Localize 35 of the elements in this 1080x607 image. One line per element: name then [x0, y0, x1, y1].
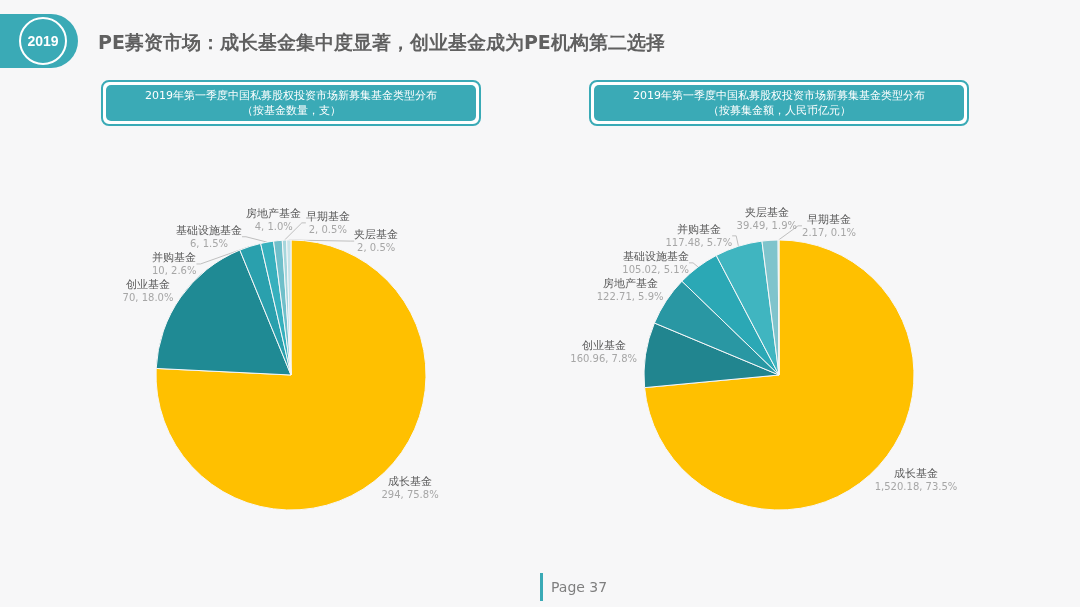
slice-label: 成长基金 — [894, 467, 939, 481]
slice-label: 并购基金 — [152, 250, 197, 264]
text: PE募资市场：成长基金集中度显著，创业基金成为PE机构第二选择 — [98, 31, 665, 53]
data-label: 10, 2.6% — [151, 264, 197, 276]
slice-label: 房地产基金 — [602, 277, 658, 291]
data-label: 2.17, 0.1% — [802, 226, 857, 238]
data-label: 70, 18.0% — [122, 292, 174, 304]
data-label: 4, 1.0% — [254, 220, 293, 232]
chart-subtitle: （按基金数量，支） — [240, 103, 342, 118]
text: Page 37 — [551, 579, 608, 595]
slice-label: 创业基金 — [581, 338, 626, 352]
data-label: 6, 1.5% — [189, 237, 229, 249]
data-label: 105.02, 5.1% — [622, 263, 690, 275]
slice-label: 早期基金 — [807, 212, 852, 226]
slice-label: 成长基金 — [388, 474, 433, 488]
slice-label: 基础设施基金 — [622, 249, 689, 263]
data-label: 122.71, 5.9% — [596, 291, 664, 303]
data-label: 160.96, 7.8% — [570, 352, 638, 364]
slice-label: 并购基金 — [676, 222, 721, 236]
slice-label: 夹层基金 — [744, 206, 789, 220]
slice-label: 基础设施基金 — [175, 223, 242, 237]
chart-title: 2019年第一季度中国私募股权投资市场新募集基金类型分布 — [144, 88, 438, 103]
data-label: 117.48, 5.7% — [665, 236, 733, 248]
chart-title: 2019年第一季度中国私募股权投资市场新募集基金类型分布 — [632, 88, 926, 103]
chart-subtitle: （按募集金额，人民币亿元） — [706, 103, 852, 118]
badge-tab: 2019 — [0, 14, 78, 68]
data-label: 2, 0.5% — [308, 223, 347, 235]
slice-label: 夹层基金 — [354, 228, 399, 242]
slice-label: 早期基金 — [305, 209, 350, 223]
slice-label: 创业基金 — [126, 278, 171, 292]
data-label: 39.49, 1.9% — [736, 220, 797, 232]
data-label: 2, 0.5% — [357, 242, 396, 254]
slice-label: 房地产基金 — [246, 206, 302, 220]
data-label: 294, 75.8% — [381, 488, 439, 500]
data-label: 1,520.18, 73.5% — [874, 481, 958, 493]
